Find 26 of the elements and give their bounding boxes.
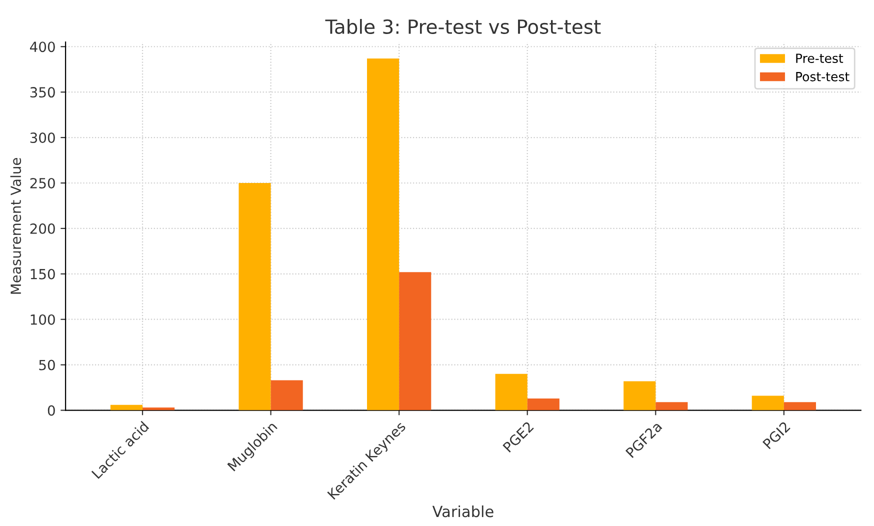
bar xyxy=(527,398,560,410)
bar xyxy=(752,396,784,410)
bar xyxy=(270,380,303,410)
y-tick-label: 50 xyxy=(39,360,55,370)
y-axis-title: Measurement Value xyxy=(10,158,22,294)
y-tick-label: 150 xyxy=(30,268,55,280)
bar xyxy=(399,272,432,410)
bar xyxy=(367,58,400,410)
y-tick-label: 100 xyxy=(30,314,55,325)
legend-label: Post-test xyxy=(796,72,850,82)
bar xyxy=(238,182,271,410)
bar xyxy=(110,404,143,410)
x-axis-title: Variable xyxy=(432,505,494,518)
y-tick-label: 400 xyxy=(30,42,55,52)
bar xyxy=(656,402,688,410)
y-tick-label: 0 xyxy=(48,405,55,416)
bar xyxy=(624,381,656,410)
legend-label: Pre-test xyxy=(796,54,844,64)
y-tick-label: 300 xyxy=(30,132,55,144)
bar xyxy=(495,374,528,410)
y-tick-label: 200 xyxy=(30,223,55,234)
y-tick-label: 250 xyxy=(30,178,55,188)
y-tick-label: 350 xyxy=(30,87,55,98)
chart-title: Table 3: Pre-test vs Post-test xyxy=(325,18,601,34)
bar xyxy=(784,402,816,410)
bar xyxy=(142,408,175,410)
